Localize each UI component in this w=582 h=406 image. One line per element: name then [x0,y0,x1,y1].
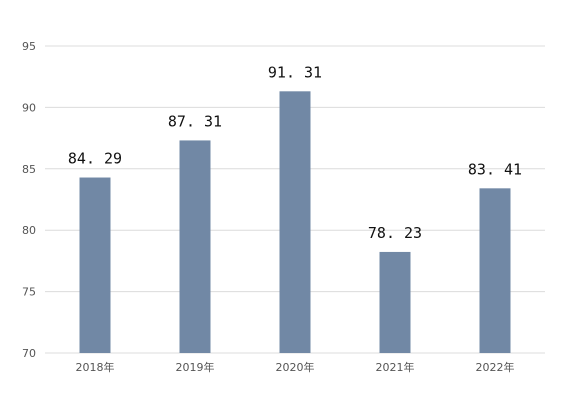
y-tick-label: 70 [22,347,36,360]
bar [479,188,511,353]
bar [379,251,411,353]
data-label: 91. 31 [268,63,322,81]
x-axis-ticks: 2018年 2019年 2020年 2021年 2022年 [76,360,515,374]
data-label: 83. 41 [468,160,522,178]
y-axis-ticks: 95 90 85 80 75 70 [22,40,36,360]
y-tick-label: 90 [22,101,36,114]
y-tick-label: 95 [22,40,36,53]
bars [79,91,511,353]
x-tick-label: 2018年 [76,360,115,374]
bar [179,140,211,353]
data-label: 84. 29 [68,150,122,168]
bar [79,177,111,353]
y-tick-label: 75 [22,286,36,299]
data-label: 87. 31 [168,112,222,130]
y-tick-label: 85 [22,163,36,176]
y-tick-label: 80 [22,224,36,237]
x-tick-label: 2019年 [176,360,215,374]
data-labels: 84. 29 87. 31 91. 31 78. 23 83. 41 [68,63,522,242]
x-tick-label: 2020年 [276,360,315,374]
bar [279,91,311,353]
data-label: 78. 23 [368,224,422,242]
x-tick-label: 2021年 [376,360,415,374]
x-tick-label: 2022年 [476,360,515,374]
